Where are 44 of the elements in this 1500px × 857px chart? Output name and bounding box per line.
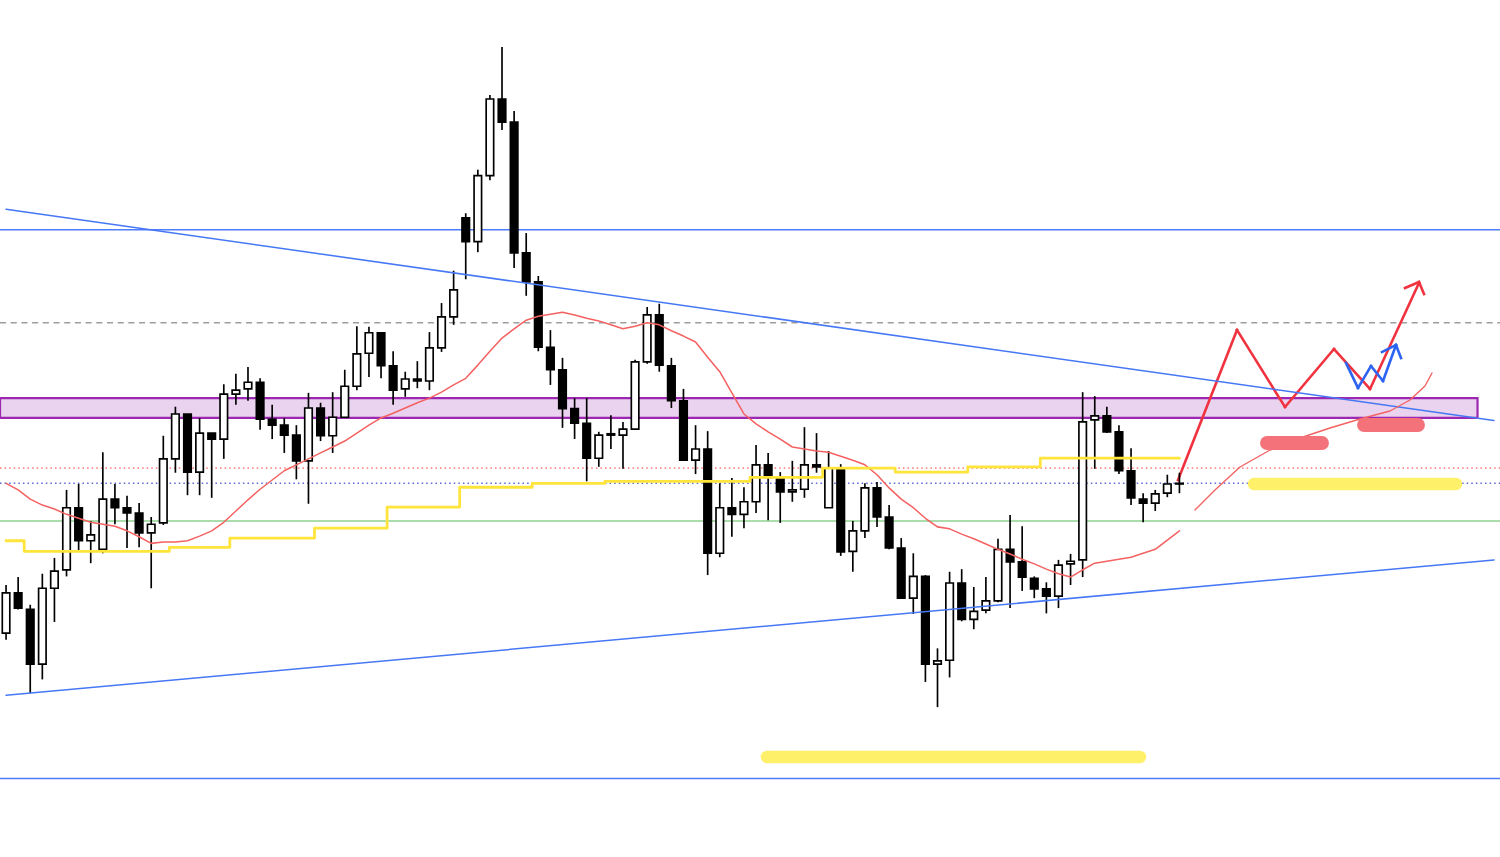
candlestick [13,576,23,611]
candlestick [787,460,797,503]
candlestick [1102,405,1112,434]
candlestick [243,366,253,402]
candlestick [1005,514,1015,609]
candlestick [400,370,410,398]
candlestick [412,360,422,390]
candlestick [497,46,507,131]
candlestick [969,586,979,631]
candlestick [122,495,132,549]
candlestick [134,502,144,549]
candlestick [86,520,96,565]
candlestick [207,432,217,499]
candlestick [932,647,943,708]
candlestick [231,372,241,406]
candlestick [1138,492,1148,524]
candlestick [811,432,822,474]
candlestick [1065,553,1076,586]
candlestick [279,417,289,454]
candlestick [775,471,785,524]
candlestick [1162,473,1172,499]
candlestick [1174,471,1185,495]
candlestick [594,430,604,468]
candlestick [908,552,918,615]
candlestick [328,391,338,454]
candlestick [1090,395,1100,470]
candlestick [1150,489,1160,512]
candlestick [848,520,858,573]
candlestick [364,325,374,378]
candlestick [1017,525,1027,592]
candlestick [267,403,277,440]
candlestick [1041,581,1051,615]
candlestick [570,397,580,440]
candlestick [618,421,628,470]
candlestick [739,486,749,530]
candlestick [606,414,616,450]
candlestick [146,516,156,590]
candlestick [110,483,120,526]
candlestick [49,557,60,623]
candlestick [545,329,555,386]
candlestick [727,477,737,538]
candlestick [461,212,471,281]
candlestick [690,424,701,475]
candlestick [1029,575,1039,600]
